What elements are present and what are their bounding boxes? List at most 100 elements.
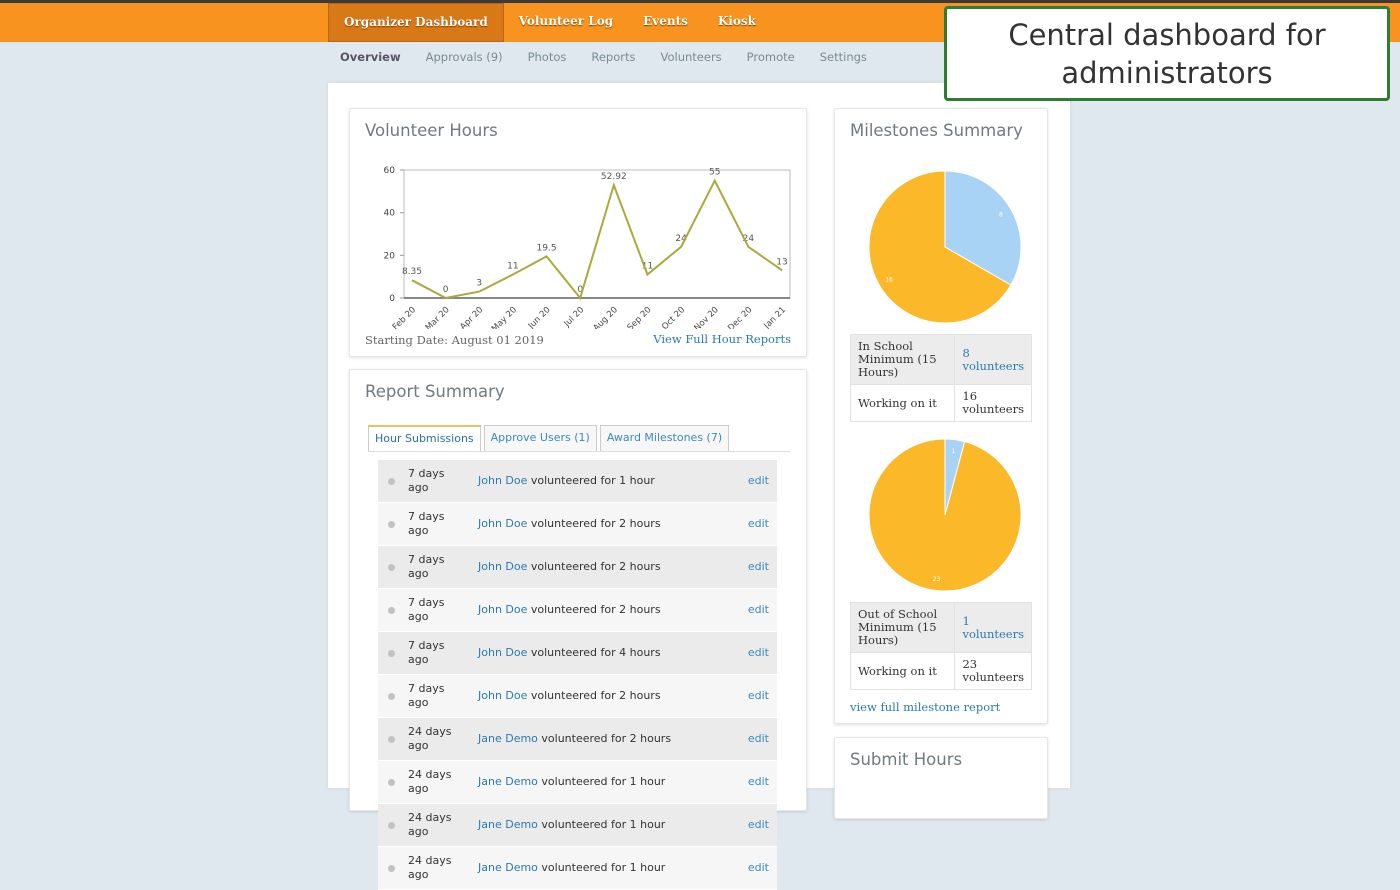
- description: John Doe volunteered for 2 hours: [478, 603, 728, 617]
- volunteer-name[interactable]: Jane Demo: [478, 775, 538, 788]
- subnav-item[interactable]: Approvals (9): [426, 50, 503, 64]
- submission-text: volunteered for 2 hours: [531, 517, 661, 530]
- submission-row: 24 days ago Jane Demo volunteered for 1 h…: [378, 847, 777, 890]
- x-tick-label: Dec 20: [726, 305, 754, 329]
- status-dot: [388, 478, 395, 485]
- pie-slice: [869, 439, 1021, 591]
- subnav-item[interactable]: Settings: [820, 50, 867, 64]
- status-dot: [388, 693, 395, 700]
- volunteer-name[interactable]: John Doe: [478, 560, 527, 573]
- edit-link[interactable]: edit: [748, 818, 769, 832]
- milestone-table: In School Minimum (15 Hours)8 volunteers…: [850, 334, 1032, 422]
- edit-link[interactable]: edit: [748, 689, 769, 703]
- main-nav: Organizer DashboardVolunteer LogEventsKi…: [328, 3, 771, 42]
- status-dot: [388, 779, 395, 786]
- plot-area: [404, 170, 790, 298]
- sub-nav: Overview Approvals (9) Photos Reports Volunt…: [340, 50, 867, 64]
- volunteer-name[interactable]: Jane Demo: [478, 732, 538, 745]
- x-tick-label: Jul 20: [562, 305, 587, 329]
- tab[interactable]: Hour Submissions: [368, 425, 481, 451]
- submission-list: 7 days ago John Doe volunteered for 1 hou…: [378, 460, 777, 890]
- subnav-item[interactable]: Promote: [747, 50, 795, 64]
- time: 24 days ago: [408, 854, 468, 882]
- edit-link[interactable]: edit: [748, 560, 769, 574]
- data-label: 55: [709, 168, 720, 178]
- subnav-item[interactable]: Overview: [340, 50, 401, 64]
- volunteer-name[interactable]: John Doe: [478, 517, 527, 530]
- data-label: 13: [776, 257, 787, 267]
- submission-row: 24 days ago Jane Demo volunteered for 1 h…: [378, 761, 777, 804]
- table-cell[interactable]: 8 volunteers: [955, 335, 1032, 385]
- submission-text: volunteered for 1 hour: [531, 474, 655, 487]
- card-title: Report Summary: [365, 382, 505, 401]
- submission-row: 7 days agoJohn Doe volunteered for 1 hou…: [378, 460, 777, 503]
- edit-link[interactable]: edit: [748, 861, 769, 875]
- nav-item[interactable]: Events: [628, 3, 703, 42]
- time: 24 days ago: [408, 768, 468, 796]
- table-cell: In School Minimum (15 Hours): [851, 335, 955, 385]
- submission-text: volunteered for 1 hour: [541, 818, 665, 831]
- description: Jane Demo volunteered for 2 hours: [478, 732, 728, 746]
- table-row: Out of School Minimum (15 Hours)1 volunt…: [851, 603, 1032, 653]
- pie-chart: 1 23: [835, 437, 1047, 597]
- pie-chart: 816: [835, 169, 1047, 329]
- data-label: 19.5: [537, 243, 557, 253]
- time: 7 days ago: [408, 639, 468, 667]
- subnav-item[interactable]: Reports: [591, 50, 635, 64]
- edit-link[interactable]: edit: [748, 474, 769, 488]
- table-cell: 16 volunteers: [955, 385, 1032, 422]
- edit-link[interactable]: edit: [748, 517, 769, 531]
- submission-text: volunteered for 2 hours: [531, 560, 661, 573]
- x-tick-label: Mar 20: [424, 305, 452, 329]
- edit-link[interactable]: edit: [748, 646, 769, 660]
- slice-label: 1: [952, 448, 956, 455]
- x-tick-label: Oct 20: [660, 305, 687, 329]
- edit-link[interactable]: edit: [748, 603, 769, 617]
- tabs: Hour SubmissionsApprove Users (1)Award M…: [368, 425, 790, 452]
- submission-row: 7 days agoJohn Doe volunteered for 2 hou…: [378, 546, 777, 589]
- nav-item[interactable]: Kiosk: [703, 3, 771, 42]
- data-label: 0: [443, 285, 449, 295]
- time: 7 days ago: [408, 510, 468, 538]
- nav-item[interactable]: Volunteer Log: [504, 3, 628, 42]
- status-dot: [388, 607, 395, 614]
- volunteer-name[interactable]: Jane Demo: [478, 818, 538, 831]
- edit-link[interactable]: edit: [748, 775, 769, 789]
- time: 7 days ago: [408, 682, 468, 710]
- submission-text: volunteered for 4 hours: [531, 646, 661, 659]
- volunteer-name[interactable]: John Doe: [478, 603, 527, 616]
- subnav-item[interactable]: Photos: [528, 50, 567, 64]
- data-label: 11: [507, 262, 518, 272]
- hour-report-link[interactable]: View Full Hour Reports: [653, 332, 791, 346]
- milestone-report-link[interactable]: view full milestone report: [850, 700, 1000, 714]
- x-tick-label: Nov 20: [692, 305, 720, 329]
- milestone-table: Out of School Minimum (15 Hours)1 volunt…: [850, 602, 1032, 690]
- status-dot: [388, 736, 395, 743]
- nav-item[interactable]: Organizer Dashboard: [328, 3, 504, 42]
- slice-label: 23: [933, 576, 941, 583]
- tab[interactable]: Award Milestones (7): [600, 425, 729, 451]
- table-row: In School Minimum (15 Hours)8 volunteers: [851, 335, 1032, 385]
- page: Organizer DashboardVolunteer LogEventsKi…: [0, 0, 1400, 788]
- description: John Doe volunteered for 4 hours: [478, 646, 728, 660]
- volunteer-name[interactable]: Jane Demo: [478, 861, 538, 874]
- submission-row: 7 days ago John Doe volunteered for 4 hou…: [378, 632, 777, 675]
- tab[interactable]: Approve Users (1): [484, 425, 597, 451]
- description: Jane Demo volunteered for 1 hour: [478, 775, 728, 789]
- data-label: 8.35: [402, 267, 422, 277]
- card-title: Submit Hours: [850, 750, 962, 769]
- time: 24 days ago: [408, 725, 468, 753]
- table-cell: Working on it: [851, 653, 955, 690]
- submission-text: volunteered for 1 hour: [541, 861, 665, 874]
- edit-link[interactable]: edit: [748, 732, 769, 746]
- description: John Doe volunteered for 2 hours: [478, 689, 728, 703]
- volunteer-name[interactable]: John Doe: [478, 646, 527, 659]
- callout: Central dashboard for administrators: [944, 6, 1390, 101]
- submission-row: 7 days ago John Doe volunteered for 2 hou…: [378, 675, 777, 718]
- table-cell[interactable]: 1 volunteers: [955, 603, 1032, 653]
- subnav-item[interactable]: Volunteers: [661, 50, 722, 64]
- volunteer-name[interactable]: John Doe: [478, 474, 527, 487]
- starting-date: Starting Date: August 01 2019: [365, 333, 544, 347]
- status-dot: [388, 865, 395, 872]
- volunteer-name[interactable]: John Doe: [478, 689, 527, 702]
